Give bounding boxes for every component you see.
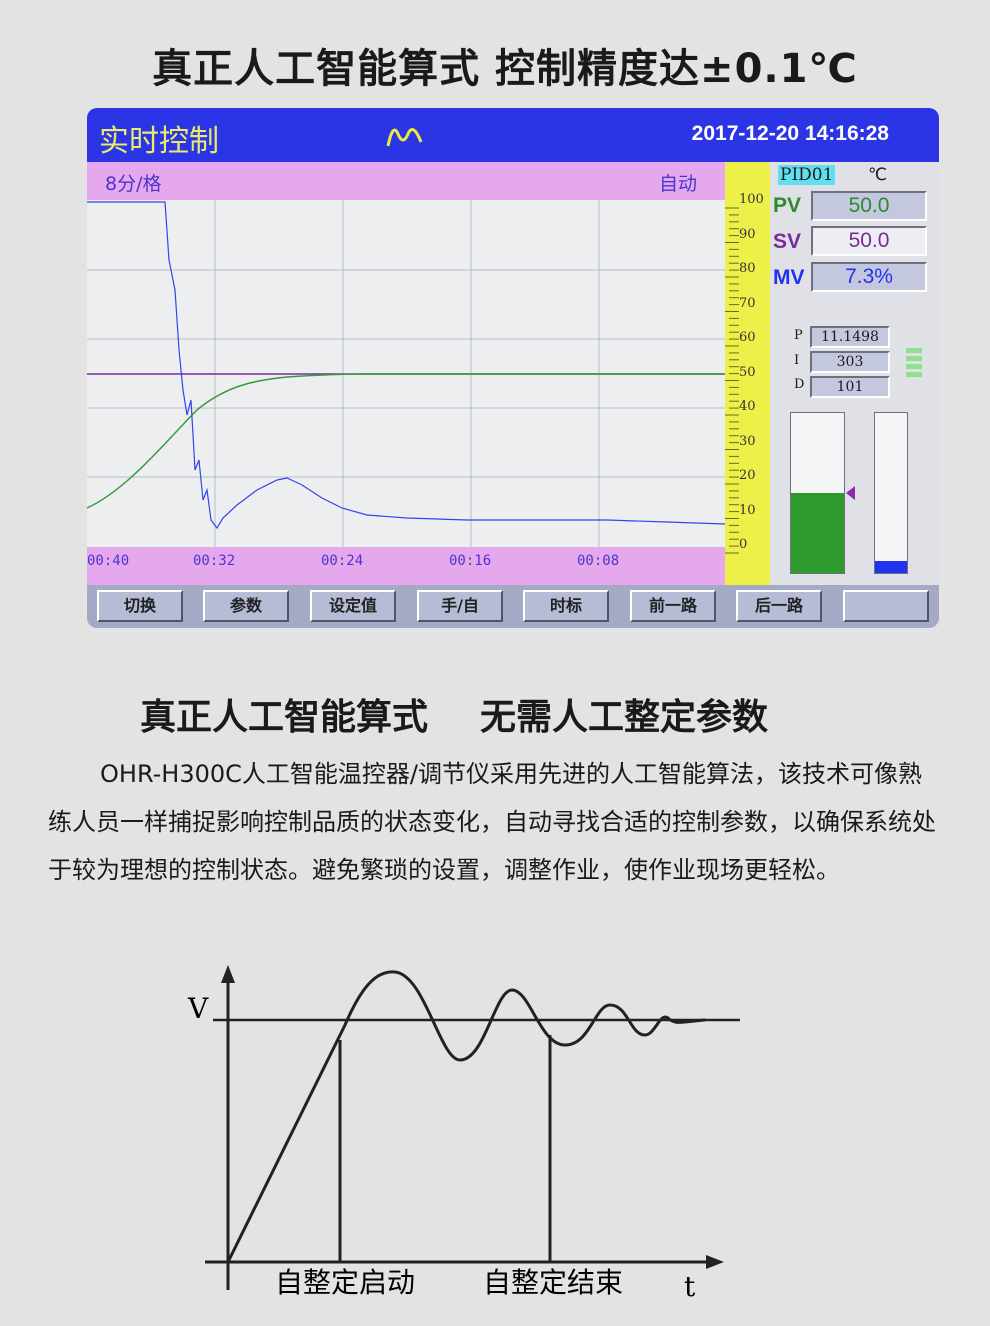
pv-label: PV [773,194,802,217]
y-label: 30 [739,434,756,449]
y-label: 100 [739,192,764,207]
i-label: I [794,353,800,368]
time-label: 00:08 [577,553,620,569]
controller-screen: 实时控制 2017-12-20 14:16:28 8分/格 自动 00:40 0… [87,108,939,628]
subtitle-part: 真正人工智能算式 [140,697,429,738]
sv-value[interactable]: 50.0 [811,226,927,256]
d-value: 101 [810,376,890,398]
switch-button[interactable]: 切换 [97,590,183,622]
end-label: 自整定结束 [483,1266,623,1299]
x-axis-label: t [684,1270,696,1303]
blank-button[interactable] [843,590,929,622]
y-label: 0 [739,537,748,552]
pv-value: 50.0 [811,191,927,221]
setpoint-button[interactable]: 设定值 [310,590,396,622]
y-label: 60 [739,330,756,345]
y-label: 70 [739,296,756,311]
y-label: 40 [739,399,756,414]
arrow-right-icon [706,1255,724,1269]
params-button[interactable]: 参数 [203,590,289,622]
channel-label: PID01 [778,165,836,185]
time-label: 00:16 [449,553,492,569]
sv-label: SV [773,230,802,253]
screen-header: 实时控制 2017-12-20 14:16:28 [87,108,939,162]
prev-channel-button[interactable]: 前一路 [630,590,716,622]
y-label: 80 [739,261,756,276]
mv-value: 7.3% [811,262,927,292]
mv-bar [874,412,908,574]
arrow-up-icon [221,965,235,983]
pv-curve [87,373,725,509]
y-label: 20 [739,468,756,483]
y-axis-label: V [187,992,209,1025]
mv-label: MV [773,266,805,289]
datetime: 2017-12-20 14:16:28 [691,122,889,145]
y-label: 10 [739,503,756,518]
screen-title: 实时控制 [99,124,219,159]
subtitle: 真正人工智能算式 无需人工整定参数 [140,688,820,740]
trend-status-bar: 8分/格 自动 [87,162,725,200]
trend-chart [87,200,725,547]
description: OHR-H300C人工智能温控器/调节仪采用先进的人工智能算法，该技术可像熟练人… [48,760,936,884]
d-label: D [794,377,805,392]
next-channel-button[interactable]: 后一路 [736,590,822,622]
status-indicator [906,348,922,378]
mv-curve [87,201,725,530]
time-scale-button[interactable]: 时标 [523,590,609,622]
time-axis: 00:40 00:32 00:24 00:16 00:08 [87,547,725,585]
autotune-diagram: V t 自整定启动 自整定结束 [187,965,740,1303]
sv-marker-icon [846,486,855,500]
p-value: 11.1498 [810,326,890,348]
button-bar: 切换 参数 设定值 手/自 时标 前一路 后一路 [87,585,939,628]
time-scale: 8分/格 [105,173,162,195]
p-label: P [794,328,803,343]
value-panel: PID01 ℃ PV 50.0 SV 50.0 MV 7.3% P 11.149… [770,162,939,585]
y-scale: 100 90 80 70 60 50 40 30 20 10 0 [725,162,770,585]
start-label: 自整定启动 [275,1266,415,1299]
manual-auto-button[interactable]: 手/自 [417,590,503,622]
time-label: 00:32 [193,553,236,569]
time-label: 00:40 [87,553,130,569]
wave-logo-icon [386,128,423,147]
time-label: 00:24 [321,553,364,569]
y-label: 90 [739,227,756,242]
y-label: 50 [739,365,756,380]
headline: 真正人工智能算式 控制精度达±0.1℃ [152,46,858,92]
pv-bar [790,412,845,574]
mode-label: 自动 [659,173,698,195]
unit-label: ℃ [868,165,888,185]
i-value: 303 [810,351,890,373]
subtitle-part: 无需人工整定参数 [480,697,769,738]
